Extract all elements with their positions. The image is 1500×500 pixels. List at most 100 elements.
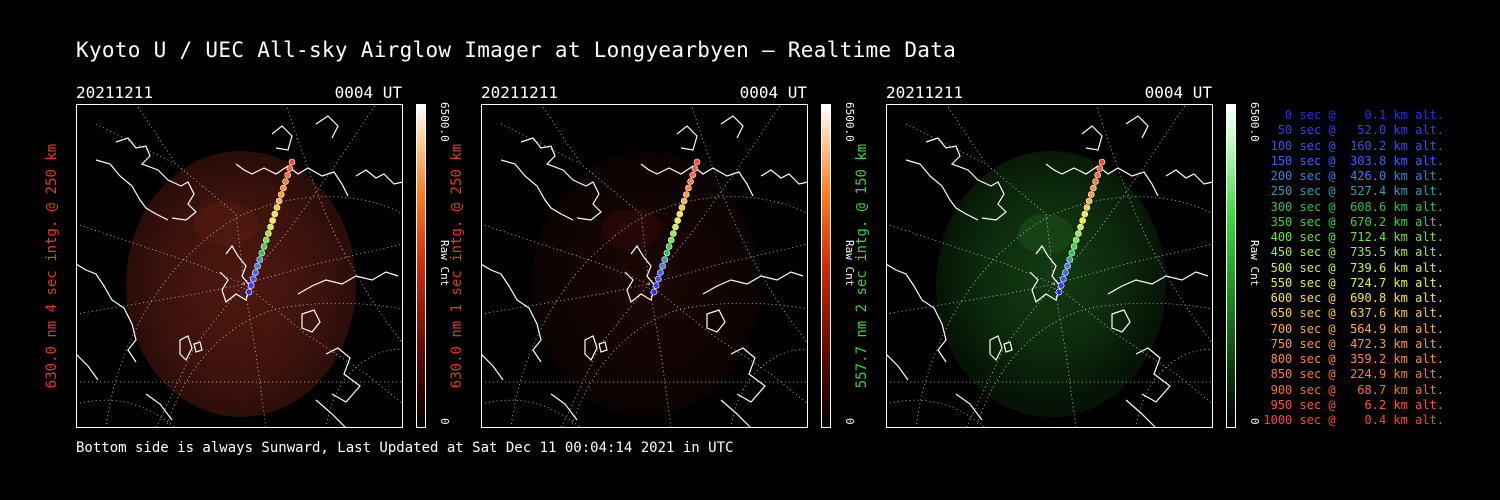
track-point: [652, 282, 660, 289]
track-point: [260, 243, 268, 250]
track-point: [269, 217, 276, 224]
panel-date: 20211211: [481, 83, 559, 102]
track-point: [1064, 262, 1071, 270]
panel-date: 20211211: [76, 83, 154, 102]
satellite-track: [1055, 158, 1106, 296]
colorbar-min: 0: [1248, 418, 1261, 425]
track-point: [254, 262, 261, 270]
allsky-map: [886, 104, 1213, 428]
track-point: [1060, 275, 1067, 283]
track-point: [288, 158, 296, 166]
track-point: [267, 223, 274, 231]
track-point: [678, 204, 686, 211]
legend-entry: 600 sec @ 690.8 km alt.: [1263, 291, 1444, 305]
track-point: [284, 171, 291, 179]
colorbar-min: 0: [438, 418, 451, 425]
panel-vertical-label: 630.0 nm 4 sec intg. @ 250 km: [44, 143, 60, 389]
track-point: [682, 191, 690, 198]
track-legend: 0 sec @ 0.1 km alt. 50 sec @ 52.0 km alt…: [1262, 108, 1444, 428]
panel-date: 20211211: [886, 83, 964, 102]
colorbar-unit: Raw Cnt: [843, 240, 856, 287]
track-point: [1081, 210, 1089, 218]
track-point: [670, 230, 677, 237]
legend-entry: 700 sec @ 564.9 km alt.: [1263, 321, 1444, 336]
colorbar-max: 6500.0: [843, 102, 856, 142]
coastline: [76, 115, 403, 428]
graticule-grid: [886, 104, 1213, 428]
track-point: [676, 210, 684, 218]
track-point: [280, 184, 287, 192]
track-point: [674, 217, 681, 224]
track-point: [1079, 217, 1086, 224]
legend-entry: 800 sec @ 359.2 km alt.: [1263, 352, 1444, 366]
legend-entry: 950 sec @ 6.2 km alt.: [1263, 397, 1444, 412]
colorbar: [821, 104, 831, 428]
legend-entry: 650 sec @ 637.6 km alt.: [1263, 306, 1444, 321]
airglow-image: [531, 151, 761, 417]
track-point: [1062, 269, 1069, 276]
panel-vertical-label: 557.7 nm 2 sec intg. @ 150 km: [854, 143, 870, 389]
panel-time: 0004 UT: [334, 83, 402, 102]
satellite-track: [650, 158, 701, 296]
colorbar-min: 0: [843, 418, 856, 425]
track-point: [1057, 282, 1065, 289]
track-point: [657, 269, 664, 276]
colorbar: [416, 104, 426, 428]
legend-entry: 0 sec @ 0.1 km alt.: [1263, 108, 1444, 122]
track-point: [663, 249, 671, 257]
track-point: [1083, 204, 1091, 211]
track-point: [256, 256, 264, 263]
track-point: [275, 197, 283, 205]
track-point: [693, 158, 701, 166]
track-point: [252, 269, 259, 276]
airglow-image: [936, 151, 1166, 417]
legend-entry: 150 sec @ 303.8 km alt.: [1263, 153, 1444, 168]
track-point: [1090, 184, 1097, 192]
track-point: [1070, 243, 1078, 250]
track-point: [680, 197, 688, 205]
track-point: [659, 262, 666, 270]
track-point: [1098, 158, 1106, 166]
satellite-track: [245, 158, 296, 296]
panel-time: 0004 UT: [1144, 83, 1212, 102]
legend-entry: 450 sec @ 735.5 km alt.: [1263, 245, 1444, 260]
panel-vertical-label: 630.0 nm 1 sec intg. @ 250 km: [449, 143, 465, 389]
legend-entry: 300 sec @ 608.6 km alt.: [1263, 199, 1444, 214]
track-point: [672, 223, 679, 231]
legend-entry: 100 sec @ 160.2 km alt.: [1263, 138, 1444, 153]
track-point: [271, 210, 279, 218]
track-point: [273, 204, 281, 211]
legend-entry: 400 sec @ 712.4 km alt.: [1263, 230, 1444, 244]
colorbar-max: 6500.0: [438, 102, 451, 142]
graticule-grid: [481, 104, 808, 428]
page-title: Kyoto U / UEC All-sky Airglow Imager at …: [76, 38, 957, 62]
allsky-map: [481, 104, 808, 428]
graticule-grid: [76, 104, 403, 428]
track-point: [1087, 191, 1095, 198]
legend-entry: 1000 sec @ 0.4 km alt.: [1263, 413, 1444, 427]
panel-630-4sec: 20211211 0004 UT 630.0 nm 4 sec intg. @ …: [44, 80, 496, 440]
track-point: [650, 288, 658, 296]
legend-entry: 50 sec @ 52.0 km alt.: [1263, 123, 1444, 138]
track-point: [286, 165, 294, 172]
track-point: [661, 256, 669, 263]
legend-entry: 550 sec @ 724.7 km alt.: [1263, 275, 1444, 290]
track-point: [258, 249, 266, 257]
track-point: [665, 243, 673, 250]
track-point: [691, 165, 699, 172]
track-point: [282, 178, 289, 185]
track-point: [687, 178, 694, 185]
track-point: [1055, 288, 1063, 296]
track-point: [1072, 236, 1080, 244]
track-point: [1066, 256, 1074, 263]
track-point: [262, 236, 270, 244]
track-point: [1094, 171, 1101, 179]
panel-time: 0004 UT: [739, 83, 807, 102]
track-point: [1068, 249, 1076, 257]
track-point: [1075, 230, 1082, 237]
footer-note: Bottom side is always Sunward, Last Upda…: [76, 440, 734, 456]
panel-557-2sec: 20211211 0004 UT 557.7 nm 2 sec intg. @ …: [854, 80, 1306, 440]
colorbar: [1226, 104, 1236, 428]
track-point: [247, 282, 255, 289]
track-point: [667, 236, 675, 244]
